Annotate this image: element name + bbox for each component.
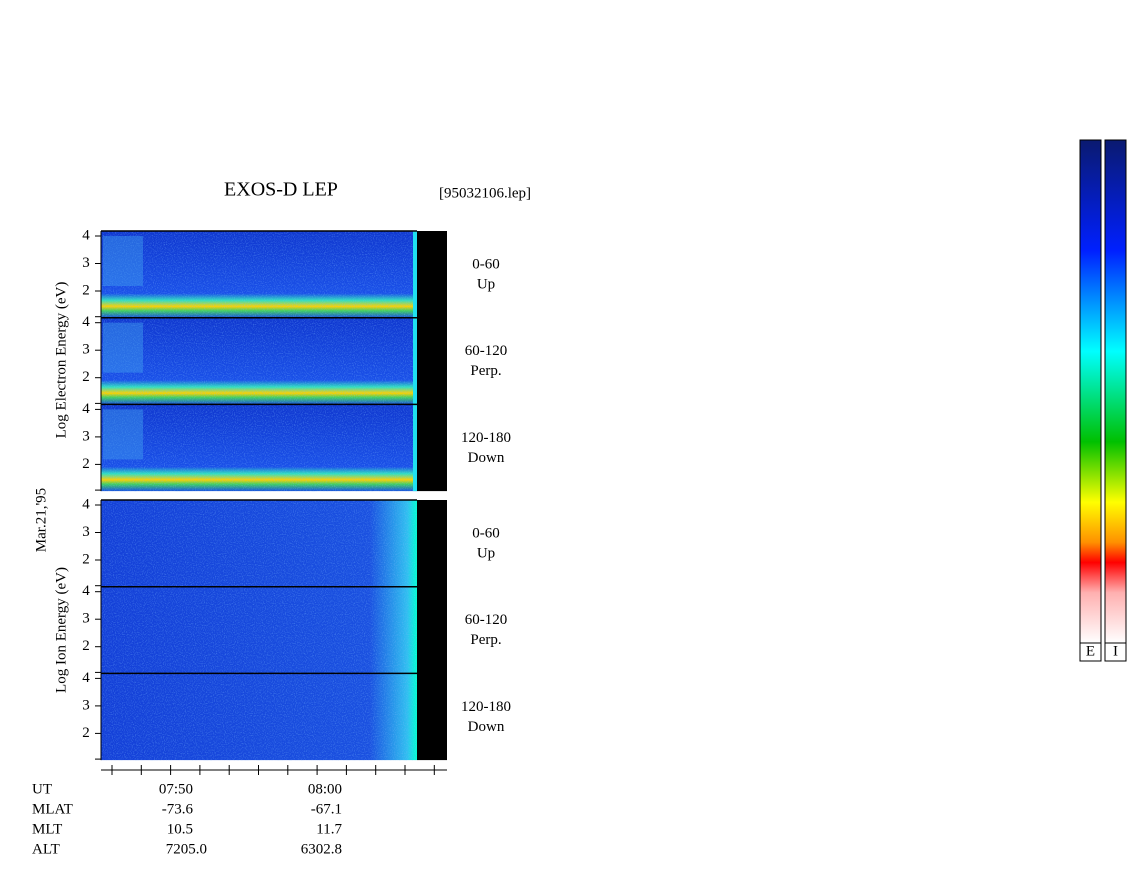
- spectrogram-noise: [101, 317, 417, 405]
- colorbar-label: E: [1086, 643, 1095, 659]
- black-strip: [417, 500, 447, 761]
- y-tick-label: 2: [82, 725, 90, 741]
- spectrogram-noise: [101, 673, 417, 761]
- y-tick-label: 4: [82, 227, 90, 243]
- row-label: MLAT: [32, 801, 73, 817]
- spectrogram-noise: [101, 500, 417, 587]
- y-tick-label: 2: [82, 282, 90, 298]
- spectrogram-noise: [101, 404, 417, 492]
- file-name: [95032106.lep]: [439, 185, 531, 201]
- colorbar-label: I: [1113, 643, 1118, 659]
- spectrogram-noise: [101, 586, 417, 674]
- panel-label: Down: [468, 719, 505, 735]
- row-label: UT: [32, 781, 52, 797]
- panel-label: 0-60: [472, 525, 500, 541]
- colorbar-label-box: [1079, 642, 1102, 662]
- panel-label: 120-180: [461, 430, 511, 446]
- panel-label: Perp.: [470, 363, 501, 379]
- row-label: ALT: [32, 841, 60, 857]
- axis-value: 6302.8: [301, 841, 342, 857]
- electron-axis-label: Log Electron Energy (eV): [53, 282, 69, 439]
- axis-value: -67.1: [311, 801, 342, 817]
- axis-value: 11.7: [316, 821, 342, 837]
- y-tick-label: 2: [82, 638, 90, 654]
- panel-label: 0-60: [472, 256, 500, 272]
- panel-label: 60-120: [465, 343, 508, 359]
- panel-label: Up: [477, 276, 495, 292]
- ion-axis-label: Log Ion Energy (eV): [53, 567, 69, 693]
- colorbar: [1104, 139, 1127, 644]
- y-tick-label: 4: [82, 583, 90, 599]
- axis-value: 7205.0: [166, 841, 207, 857]
- panel-label: 120-180: [461, 699, 511, 715]
- row-label: MLT: [32, 821, 62, 837]
- y-tick-label: 3: [82, 524, 90, 540]
- y-tick-label: 4: [82, 401, 90, 417]
- y-tick-label: 3: [82, 611, 90, 627]
- low-energy-patch: [103, 236, 143, 286]
- edge-strip: [413, 317, 417, 405]
- edge-strip: [413, 404, 417, 492]
- axis-value: 08:00: [308, 781, 342, 797]
- panel-label: Perp.: [470, 632, 501, 648]
- y-tick-label: 2: [82, 456, 90, 472]
- title: EXOS-D LEP: [224, 179, 338, 201]
- date-label: Mar.21,'95: [33, 488, 49, 552]
- y-tick-label: 3: [82, 342, 90, 358]
- y-tick-label: 3: [82, 428, 90, 444]
- y-tick-label: 2: [82, 551, 90, 567]
- panel-label: Down: [468, 450, 505, 466]
- y-tick-label: 4: [82, 496, 90, 512]
- panel-label: 60-120: [465, 612, 508, 628]
- black-strip: [417, 231, 447, 492]
- colorbar-label-box: [1104, 642, 1127, 662]
- axis-value: 10.5: [167, 821, 193, 837]
- y-tick-label: 3: [82, 255, 90, 271]
- edge-strip: [413, 231, 417, 318]
- low-energy-patch: [103, 322, 143, 373]
- panel-label: Up: [477, 545, 495, 561]
- y-tick-label: 2: [82, 369, 90, 385]
- low-energy-patch: [103, 409, 143, 460]
- y-tick-label: 4: [82, 314, 90, 330]
- y-tick-label: 4: [82, 670, 90, 686]
- spectrogram-noise: [101, 231, 417, 318]
- y-tick-label: 3: [82, 697, 90, 713]
- axis-value: 07:50: [159, 781, 193, 797]
- axis-value: -73.6: [162, 801, 194, 817]
- colorbar: [1079, 139, 1102, 644]
